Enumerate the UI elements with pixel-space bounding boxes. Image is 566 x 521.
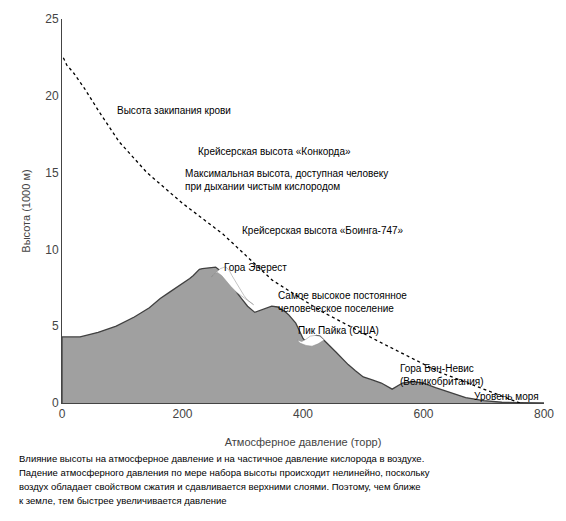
svg-text:10: 10 <box>45 243 59 257</box>
svg-text:Самое высокое постоянноечелове: Самое высокое постоянноечеловеческое пос… <box>278 290 407 314</box>
svg-text:к земле, тем быстрее увеличива: к земле, тем быстрее увеличивается давле… <box>19 495 227 506</box>
svg-text:Влияние высоты на атмосферное: Влияние высоты на атмосферное давление и… <box>19 453 424 464</box>
svg-text:Гора Бен-Невис(Великобритания): Гора Бен-Невис(Великобритания) <box>400 363 483 387</box>
svg-text:15: 15 <box>45 166 59 180</box>
svg-text:Уровень моря: Уровень моря <box>474 391 539 402</box>
svg-text:0: 0 <box>59 407 66 421</box>
svg-text:Падение атмосферного давления: Падение атмосферного давления по мере на… <box>19 467 430 478</box>
svg-text:Крейсерская высота «Конкорда»: Крейсерская высота «Конкорда» <box>198 146 351 157</box>
svg-text:800: 800 <box>534 407 554 421</box>
svg-text:400: 400 <box>293 407 313 421</box>
svg-text:25: 25 <box>45 12 59 26</box>
svg-text:5: 5 <box>52 319 59 333</box>
svg-text:200: 200 <box>172 407 192 421</box>
svg-text:20: 20 <box>45 89 59 103</box>
svg-text:600: 600 <box>413 407 433 421</box>
svg-text:Гора Эверест: Гора Эверест <box>224 262 287 273</box>
svg-text:Атмосферное давление (торр): Атмосферное давление (торр) <box>225 436 382 448</box>
svg-text:воздух обладает свойством сжат: воздух обладает свойством сжатия и сдавл… <box>19 481 421 492</box>
svg-text:Высота (1000 м): Высота (1000 м) <box>20 169 32 252</box>
svg-text:Пик Пайка (США): Пик Пайка (США) <box>298 325 379 336</box>
svg-text:Крейсерская высота «Боинга-747: Крейсерская высота «Боинга-747» <box>242 225 404 236</box>
svg-text:Высота закипания крови: Высота закипания крови <box>117 105 231 116</box>
svg-text:0: 0 <box>52 396 59 410</box>
svg-text:Максимальная высота, доступная: Максимальная высота, доступная человекуп… <box>185 168 388 192</box>
